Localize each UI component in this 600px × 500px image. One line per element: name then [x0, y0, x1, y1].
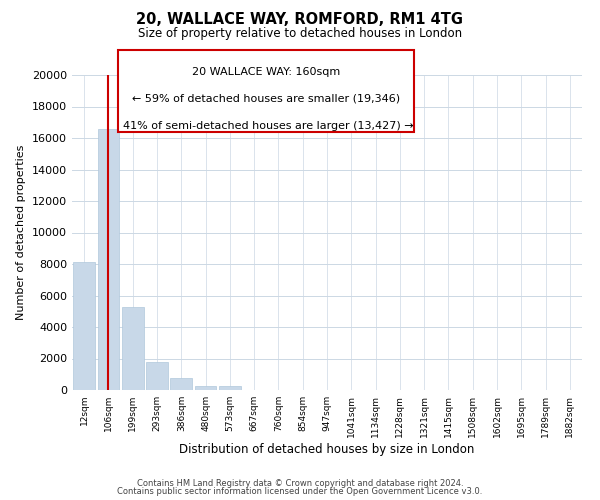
Bar: [219, 386, 241, 390]
Text: 20, WALLACE WAY, ROMFORD, RM1 4TG: 20, WALLACE WAY, ROMFORD, RM1 4TG: [137, 12, 464, 28]
Bar: [146, 362, 168, 390]
Text: Size of property relative to detached houses in London: Size of property relative to detached ho…: [138, 28, 462, 40]
Bar: [170, 378, 192, 390]
Bar: [194, 386, 217, 390]
Text: 41% of semi-detached houses are larger (13,427) →: 41% of semi-detached houses are larger (…: [123, 120, 413, 130]
Bar: [73, 262, 95, 390]
Bar: [97, 130, 119, 390]
Text: 20 WALLACE WAY: 160sqm: 20 WALLACE WAY: 160sqm: [191, 67, 340, 77]
Text: Contains public sector information licensed under the Open Government Licence v3: Contains public sector information licen…: [118, 487, 482, 496]
Text: ← 59% of detached houses are smaller (19,346): ← 59% of detached houses are smaller (19…: [132, 94, 400, 104]
FancyBboxPatch shape: [118, 50, 414, 132]
Text: Contains HM Land Registry data © Crown copyright and database right 2024.: Contains HM Land Registry data © Crown c…: [137, 478, 463, 488]
Y-axis label: Number of detached properties: Number of detached properties: [16, 145, 26, 320]
X-axis label: Distribution of detached houses by size in London: Distribution of detached houses by size …: [179, 442, 475, 456]
Bar: [122, 306, 143, 390]
